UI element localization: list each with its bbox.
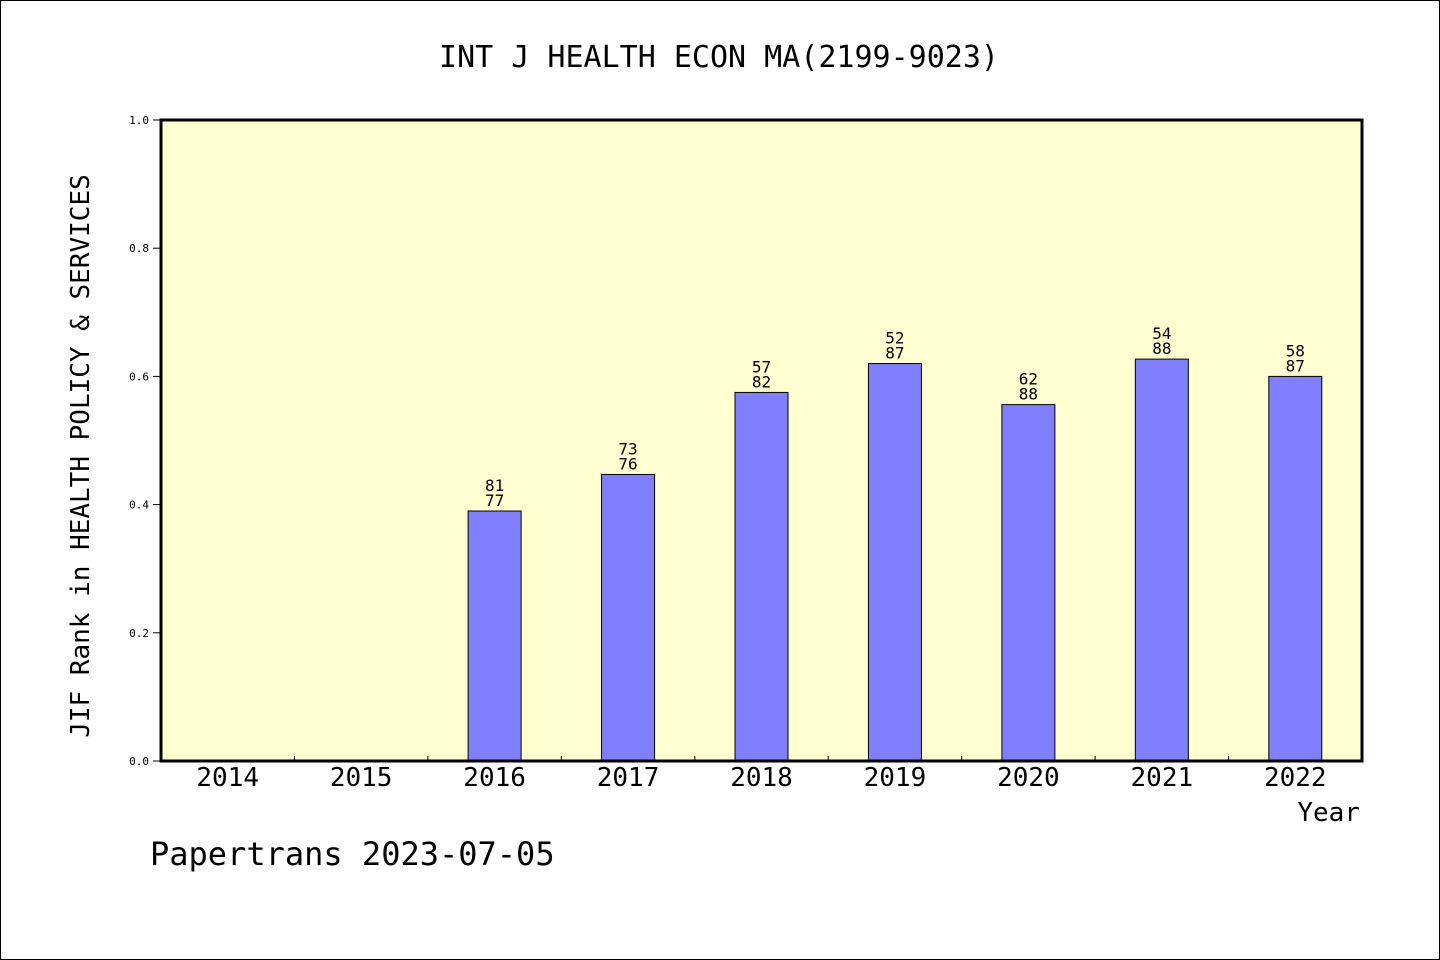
bar-2017: [601, 473, 656, 762]
bar-label-bottom-2021: 88: [1152, 339, 1171, 358]
bar-label-top-2018: 57: [752, 357, 771, 376]
bar-label-bottom-2018: 82: [752, 372, 771, 391]
y-tick-label: 0.0: [129, 755, 149, 768]
bar-label-bottom-2022: 87: [1286, 356, 1305, 375]
x-tick-label-2018: 2018: [730, 763, 793, 793]
bar-label-bottom-2019: 87: [885, 344, 904, 363]
bar-label-top-2019: 52: [885, 329, 904, 348]
x-tick-label-2015: 2015: [330, 763, 393, 793]
x-axis-label: Year: [1297, 798, 1360, 828]
x-tick-label-2017: 2017: [597, 763, 660, 793]
bar-2020: [1001, 404, 1056, 762]
x-tick-label-2014: 2014: [196, 763, 259, 793]
bar-label-top-2016: 81: [485, 476, 504, 495]
bar-label-bottom-2017: 76: [618, 454, 637, 473]
y-tick-label: 0.8: [129, 242, 149, 255]
y-tick-label: 0.4: [129, 499, 149, 512]
watermark-text: Papertrans 2023-07-05: [150, 835, 555, 873]
bar-2021: [1134, 358, 1189, 762]
bar-2022: [1268, 375, 1323, 762]
y-tick-label: 0.2: [129, 627, 149, 640]
x-axis-ticks: 2014 2015 2016 2017 2018 2019 2020 2021 2022: [196, 756, 1327, 793]
x-tick-label-2021: 2021: [1131, 763, 1194, 793]
x-tick-label-2019: 2019: [864, 763, 927, 793]
bar-label-top-2020: 62: [1019, 370, 1038, 389]
y-tick-label: 0.6: [129, 370, 149, 383]
x-tick-label-2016: 2016: [463, 763, 526, 793]
plot-border: [159, 118, 1364, 763]
bar-label-bottom-2020: 88: [1019, 385, 1038, 404]
chart-title: INT J HEALTH ECON MA(2199-9023): [439, 40, 999, 75]
y-axis-ticks: 0.0 0.2 0.4 0.6 0.8 1.0: [129, 114, 161, 768]
y-tick-label: 1.0: [129, 114, 149, 127]
bar-label-top-2022: 58: [1286, 341, 1305, 360]
bar-2018: [734, 391, 789, 762]
y-axis-label: JIF Rank in HEALTH POLICY & SERVICES: [66, 174, 96, 738]
bars-group: [467, 358, 1323, 762]
bar-2019: [867, 363, 922, 762]
bar-label-top-2021: 54: [1152, 324, 1171, 343]
bar-2016: [467, 510, 522, 762]
bar-label-bottom-2016: 77: [485, 491, 504, 510]
bar-label-top-2017: 73: [618, 439, 637, 458]
x-tick-label-2020: 2020: [997, 763, 1060, 793]
x-tick-label-2022: 2022: [1264, 763, 1327, 793]
